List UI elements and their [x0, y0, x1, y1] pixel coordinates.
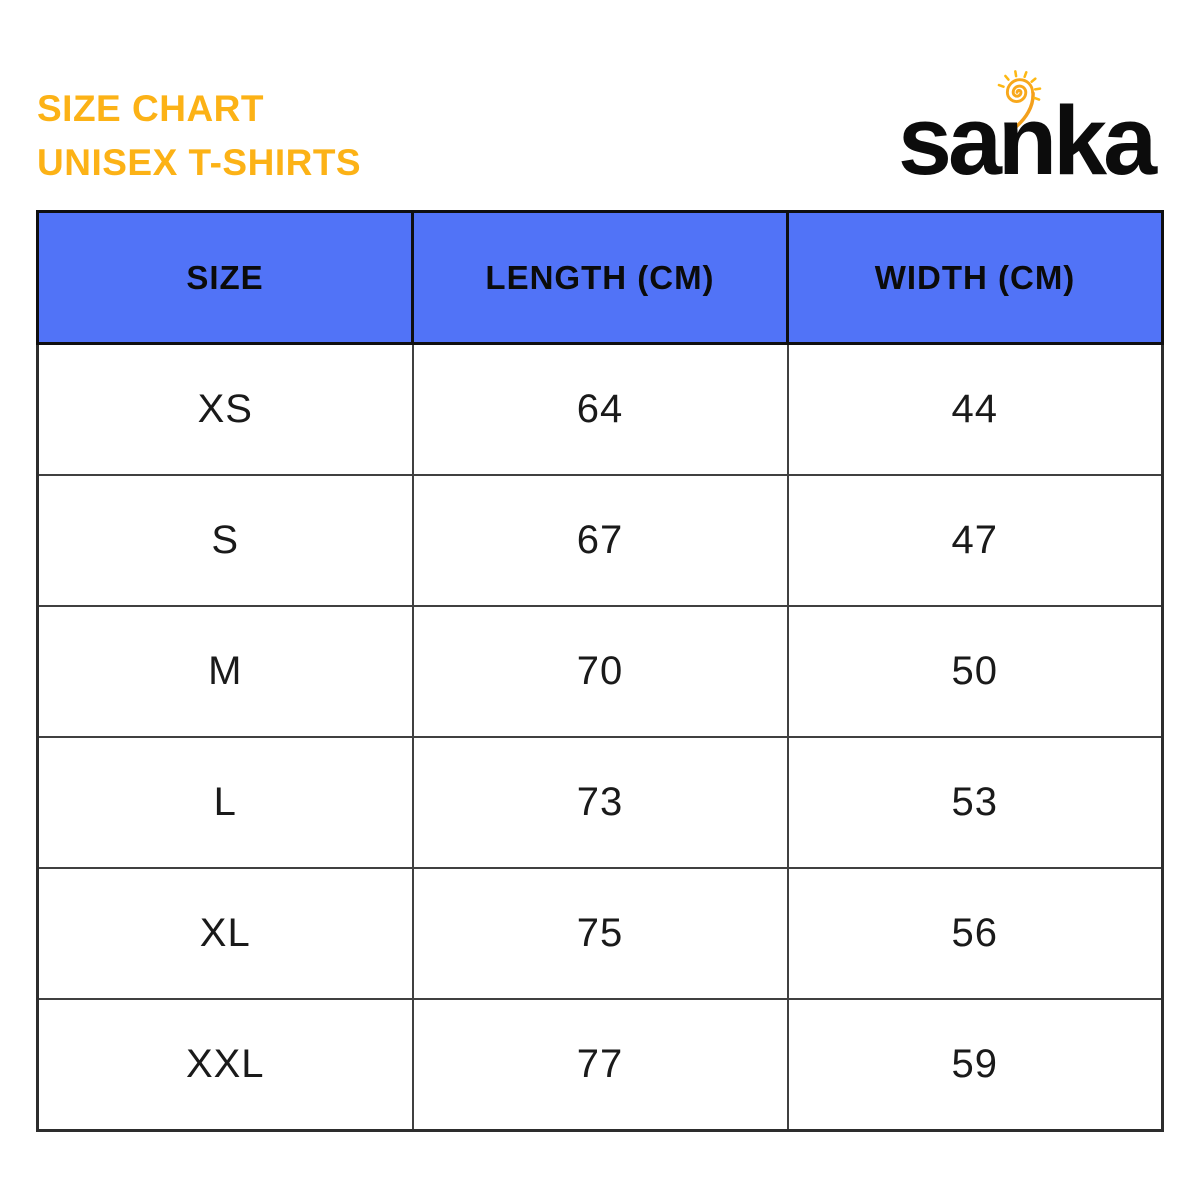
size-cell: M	[36, 605, 414, 738]
size-cell: XS	[36, 342, 414, 476]
col-header-width: WIDTH (CM)	[786, 210, 1164, 345]
width-cell: 59	[786, 998, 1164, 1132]
width-cell: 56	[786, 867, 1164, 1000]
page-title: SIZE CHART UNISEX T-SHIRTS	[37, 82, 361, 190]
brand-wordmark: sanka	[898, 86, 1157, 195]
width-cell: 44	[786, 342, 1164, 476]
length-cell: 75	[411, 867, 789, 1000]
table-row: M 70 50	[36, 605, 1164, 738]
width-cell: 47	[786, 474, 1164, 607]
size-cell: S	[36, 474, 414, 607]
table-row: XS 64 44	[36, 342, 1164, 476]
size-chart-table: SIZE LENGTH (CM) WIDTH (CM) XS 64 44 S 6…	[36, 210, 1164, 1132]
col-header-length: LENGTH (CM)	[411, 210, 789, 345]
table-header-row: SIZE LENGTH (CM) WIDTH (CM)	[36, 210, 1164, 345]
table-row: XL 75 56	[36, 867, 1164, 1000]
size-cell: L	[36, 736, 414, 869]
length-cell: 67	[411, 474, 789, 607]
length-cell: 70	[411, 605, 789, 738]
table-row: L 73 53	[36, 736, 1164, 869]
table-row: XXL 77 59	[36, 998, 1164, 1132]
title-line-1: SIZE CHART	[37, 88, 264, 129]
size-cell: XXL	[36, 998, 414, 1132]
table-row: S 67 47	[36, 474, 1164, 607]
width-cell: 53	[786, 736, 1164, 869]
length-cell: 73	[411, 736, 789, 869]
col-header-size: SIZE	[36, 210, 414, 345]
length-cell: 77	[411, 998, 789, 1132]
width-cell: 50	[786, 605, 1164, 738]
title-line-2: UNISEX T-SHIRTS	[37, 142, 362, 183]
brand-logo: sanka	[898, 58, 1170, 193]
length-cell: 64	[411, 342, 789, 476]
size-cell: XL	[36, 867, 414, 1000]
sun-swirl-icon	[997, 70, 1042, 131]
